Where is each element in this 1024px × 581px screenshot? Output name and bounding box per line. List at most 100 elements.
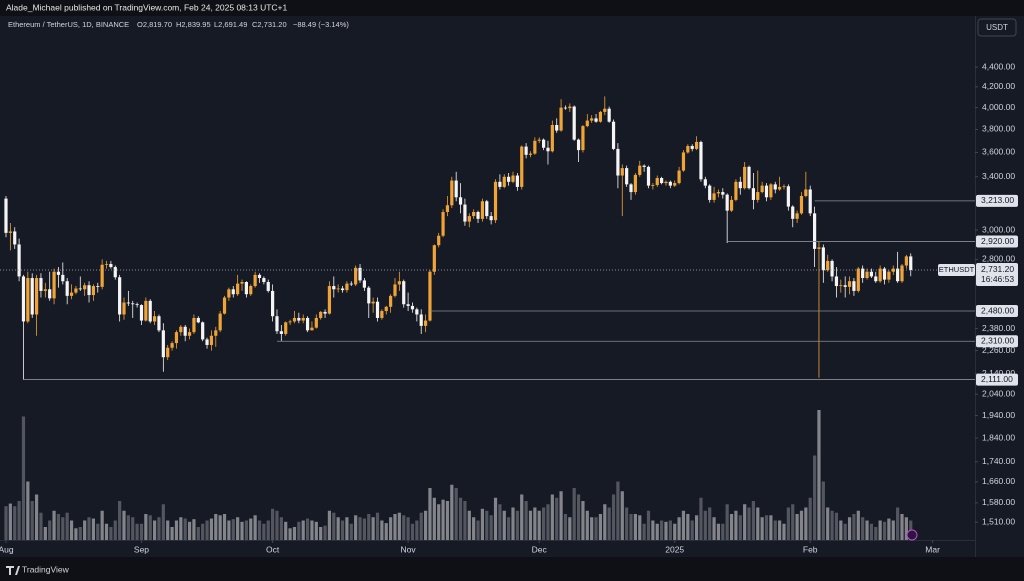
y-tick-label: 2,800.00 [982,254,1015,264]
volume-bar [305,518,310,540]
symbol-tag: ETHUSDT [939,265,975,274]
candle-body [489,216,493,221]
candle-body [21,276,26,322]
candle-body [297,317,301,321]
candle-body [319,311,323,318]
candle-body [747,166,751,189]
volume-bar [795,514,799,540]
volume-bar [677,517,681,540]
candle-body [568,106,572,109]
volume-bar [528,510,533,540]
volume-bar [756,507,760,540]
volume-bar [716,523,721,540]
volume-bar [179,517,183,540]
candle-body [48,289,52,299]
volume-bar [874,527,878,540]
volume-bar [227,520,231,540]
volume-bar [139,523,144,540]
volume-bar [821,481,825,540]
candle-body [834,276,839,287]
volume-bar [96,523,100,540]
candle-body [878,268,882,282]
candle-body [585,120,589,127]
candle-body [537,139,541,141]
volume-bar [367,514,371,540]
candle-body [646,166,651,186]
candle-body [507,176,511,182]
volume-bar [231,519,235,540]
candle-body [402,281,406,305]
candle-body [896,268,900,282]
candle-body [244,282,248,295]
currency-button[interactable] [977,18,1017,37]
volume-bar [681,510,686,540]
volume-bar [572,488,576,540]
indicator-icon[interactable] [906,529,918,541]
candle-body [227,289,231,298]
candle-body [371,301,375,304]
volume-bar [590,517,594,540]
candle-body [113,267,117,278]
volume-bar [708,507,712,540]
volume-bar [668,520,672,540]
candle-body [96,286,100,287]
volume-bar [236,517,240,540]
volume-bar [804,507,808,540]
candle-body [205,339,209,345]
volume-bar [847,517,852,540]
volume-bar [743,504,747,540]
volume-bar [607,507,611,540]
candle-body [65,281,69,296]
time-axis [0,540,975,557]
candle-body [301,317,305,321]
volume-bar [699,497,703,540]
candle-body [550,124,554,152]
candle-body [240,282,244,284]
volume-bar [563,514,568,540]
candle-body [712,193,716,200]
volume-bar [834,512,839,540]
volume-bar [187,521,192,540]
candle-body [559,107,563,131]
volume-bar [786,507,790,540]
footer-logo [6,566,20,575]
symbol-tag-box [938,263,975,276]
candle-body [26,278,30,322]
price-axis [975,16,1024,557]
volume-bar [240,521,244,540]
volume-bar [778,520,782,540]
candle-body [799,195,804,214]
volume-bar [507,517,511,540]
candle-body [367,287,371,304]
volume-bar [397,512,401,540]
y-tick-label: 4,200.00 [982,81,1015,91]
volume-bar [157,517,161,540]
candle-body [708,185,712,200]
volume-bar [747,507,751,540]
x-tick-label: Feb [803,544,818,554]
volume-bar [144,514,148,540]
volume-bar [896,507,900,540]
candle-body [572,106,576,140]
volume-bar [437,504,441,540]
candle-body [782,186,786,188]
candle-body [760,185,764,193]
candle-body [166,347,170,358]
candle-body [144,300,148,321]
candle-body [201,322,205,340]
candle-body [869,271,874,277]
candle-body [786,186,790,207]
volume-bar [511,507,515,540]
volume-bar [878,520,882,540]
volume-bar [703,510,707,540]
y-tick-label: 3,600.00 [982,147,1015,157]
legend-open: O2,819.70 [137,20,172,29]
currency-label[interactable]: USDT [986,23,1008,32]
volume-bar [686,514,690,540]
volume-bar [616,481,620,540]
plot-area [0,16,975,540]
volume-bar [8,503,12,540]
volume-bar [262,523,266,540]
candle-body [310,327,314,331]
candle-body [8,231,12,233]
